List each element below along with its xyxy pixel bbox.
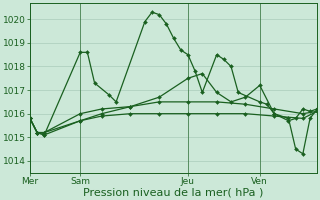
X-axis label: Pression niveau de la mer( hPa ): Pression niveau de la mer( hPa )	[84, 187, 264, 197]
